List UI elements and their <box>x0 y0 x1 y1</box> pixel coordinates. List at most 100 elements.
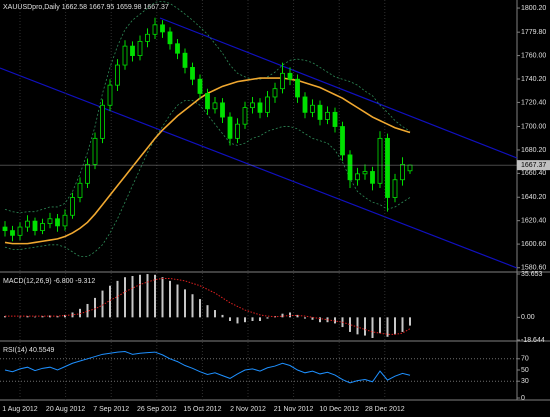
candle-body <box>220 102 225 118</box>
x-tick-label: 26 Sep 2012 <box>137 406 177 413</box>
candle-body <box>62 214 68 227</box>
y-tick-label: 1800.20 <box>521 5 546 12</box>
macd-bar <box>191 294 194 318</box>
candle-body <box>272 88 278 98</box>
macd-bar <box>349 317 351 332</box>
y-tick-label: 1580.60 <box>521 265 546 272</box>
indicator-line <box>4 0 411 214</box>
header: XAUUSDpro,Daily 1662.58 1667.95 1659.98 … <box>3 4 169 11</box>
macd-bar <box>56 316 59 318</box>
x-tick-label: 1 Aug 2012 <box>2 406 38 413</box>
y-tick-label: 1680.20 <box>521 147 546 154</box>
candle-body <box>370 171 375 184</box>
macd-bar <box>131 276 134 318</box>
macd-bar <box>199 299 201 318</box>
y-tick-label: 1720.40 <box>521 99 546 106</box>
candle-body <box>55 218 60 227</box>
last-price-box <box>517 160 550 171</box>
candle-body <box>17 226 23 236</box>
macd-bar <box>26 316 29 318</box>
macd-bar <box>214 310 216 318</box>
x-tick-label: 21 Nov 2012 <box>274 406 314 413</box>
macd-bar <box>304 317 306 319</box>
candle-body <box>407 164 413 172</box>
y-tick-label: 1740.20 <box>521 76 546 83</box>
macd-bar <box>34 316 36 318</box>
macd-bar <box>19 316 21 318</box>
macd-bar <box>79 308 81 318</box>
candle-body <box>235 123 240 139</box>
macd-bar <box>41 316 44 318</box>
candle-body <box>122 45 128 66</box>
macd-bar <box>251 317 254 321</box>
signal-line <box>5 277 411 335</box>
macd-bar <box>139 274 141 318</box>
candle-body <box>40 223 45 232</box>
y-tick-label: 1760.00 <box>521 52 546 59</box>
candle-body <box>190 67 195 80</box>
candle-body <box>85 163 90 184</box>
macd-bar <box>109 285 111 318</box>
macd-bar <box>146 274 149 318</box>
candle-body <box>92 137 98 165</box>
candle-body <box>100 104 105 139</box>
macd-bar <box>86 303 89 318</box>
x-tick-label: 20 Aug 2012 <box>46 406 85 413</box>
candle-body <box>160 24 165 33</box>
y-tick-label: 50 <box>521 367 529 374</box>
candle-body <box>302 96 308 113</box>
candle-body <box>400 163 405 181</box>
candle-body <box>280 72 285 90</box>
candle-body <box>205 93 210 110</box>
macd-bar <box>116 280 119 318</box>
macd-bar <box>64 314 66 318</box>
candle-body <box>212 102 218 110</box>
macd-bar <box>326 317 329 323</box>
y-tick-label: 70 <box>521 356 529 363</box>
candle-body <box>332 111 338 127</box>
macd-bar <box>386 317 389 337</box>
macd-bar <box>394 317 396 335</box>
candle-body <box>295 78 300 98</box>
candle-body <box>32 220 38 232</box>
candle-body <box>287 72 293 80</box>
macd-bar <box>379 317 381 334</box>
macd-bar <box>229 317 231 321</box>
macd-bar <box>296 314 299 318</box>
candle-body <box>355 173 360 181</box>
candle-body <box>182 52 188 68</box>
x-tick-label: 15 Oct 2012 <box>183 406 221 413</box>
x-tick-label: 10 Dec 2012 <box>319 406 359 413</box>
macd-bar <box>4 316 6 318</box>
y-tick-label: 1779.80 <box>521 29 546 36</box>
macd-bar <box>124 277 126 318</box>
candle-body <box>10 230 15 236</box>
candle-body <box>392 179 398 198</box>
candle-body <box>137 40 143 56</box>
macd-bar <box>266 317 269 319</box>
macd-bar <box>364 317 366 336</box>
macd-bar <box>311 317 314 320</box>
y-tick-label: 0.00 <box>521 314 535 321</box>
panel-title: RSI(14) 40.5549 <box>3 347 54 354</box>
macd-bar <box>176 284 179 318</box>
candle-body <box>250 102 255 109</box>
candle-body <box>175 43 180 54</box>
channel-line <box>159 17 518 159</box>
y-tick-label: 0 <box>521 395 525 402</box>
macd-bar <box>289 312 291 318</box>
candle-body <box>167 31 173 45</box>
candle-body <box>385 137 390 198</box>
macd-bar <box>101 290 104 318</box>
y-tick-label: 1640.20 <box>521 194 546 201</box>
macd-bar <box>409 317 411 326</box>
macd-bar <box>184 289 186 318</box>
macd-bar <box>206 305 209 318</box>
y-tick-label: 1620.40 <box>521 218 546 225</box>
macd-bar <box>161 277 164 318</box>
x-tick-label: 28 Dec 2012 <box>365 406 405 413</box>
x-tick-label: 7 Sep 2012 <box>93 406 129 413</box>
channel-line <box>0 67 518 269</box>
